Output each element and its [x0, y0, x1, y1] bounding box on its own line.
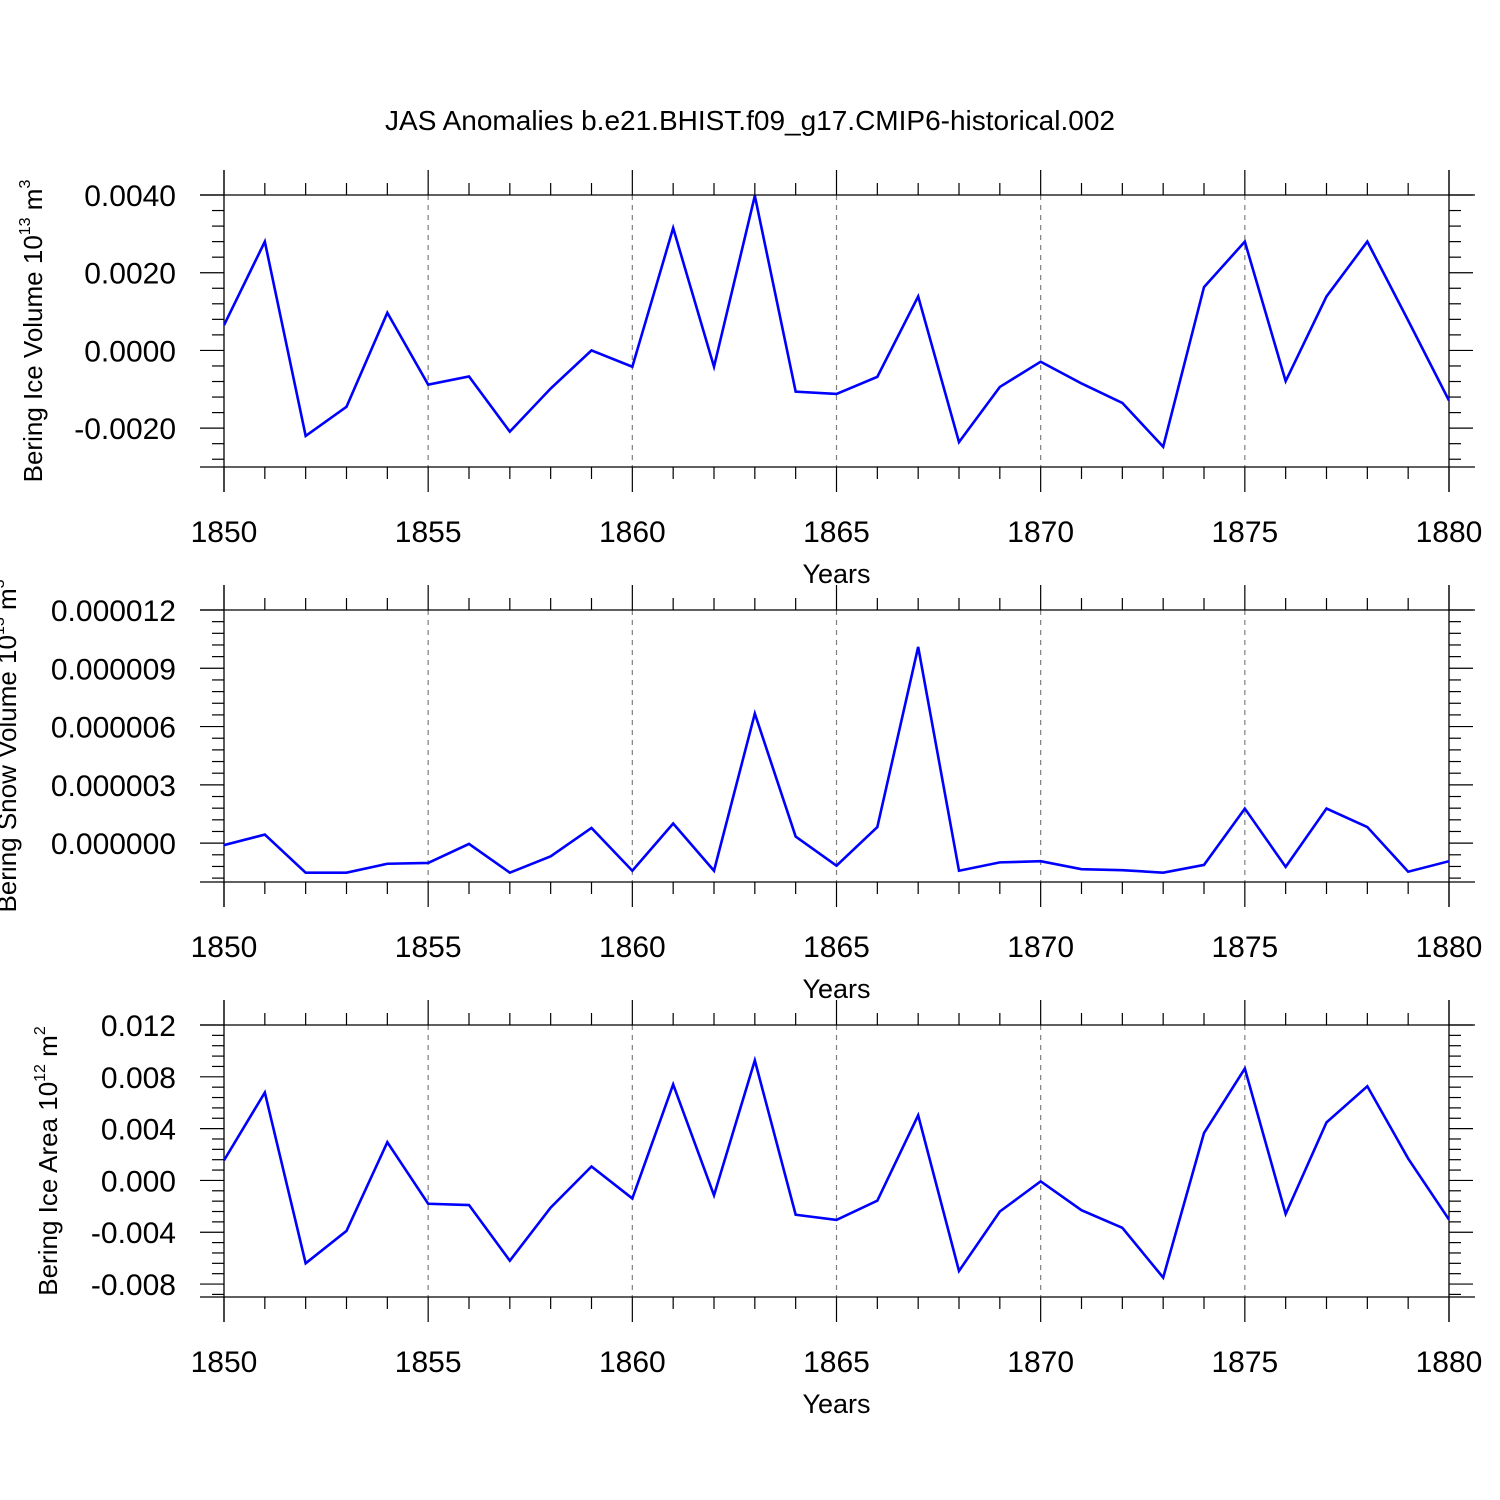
y-tick-label: 0.000 [101, 1165, 176, 1198]
x-tick-label: 1870 [1007, 1346, 1074, 1379]
y-axis-label: Bering Ice Area 1012 m2 [32, 1026, 63, 1296]
y-axis-label: Bering Ice Volume 1013 m3 [17, 180, 48, 483]
x-tick-label: 1855 [395, 931, 462, 964]
y-tick-label: 0.004 [101, 1114, 176, 1147]
y-tick-label: 0.012 [101, 1010, 176, 1043]
panels: -0.0020 0.0000 0.0020 0.0040 1850 1855 1860 186… [0, 170, 1482, 1419]
y-tick-label: 0.0000 [84, 335, 176, 368]
x-tick-label: 1860 [599, 1346, 666, 1379]
x-tick-label: 1865 [803, 516, 870, 549]
x-tick-label: 1870 [1007, 931, 1074, 964]
x-tick-label: 1880 [1416, 516, 1483, 549]
y-tick-label: 0.000000 [51, 828, 176, 861]
x-tick-label: 1880 [1416, 931, 1483, 964]
y-tick-label: -0.008 [91, 1269, 176, 1302]
x-tick-label: 1875 [1211, 1346, 1278, 1379]
y-tick-label: 0.000009 [51, 653, 176, 686]
x-tick-label: 1860 [599, 516, 666, 549]
x-axis-label: Years [802, 974, 870, 1004]
x-tick-label: 1870 [1007, 516, 1074, 549]
x-axis-label: Years [802, 559, 870, 589]
figure-title: JAS Anomalies b.e21.BHIST.f09_g17.CMIP6-… [385, 105, 1115, 136]
series-line [224, 646, 1449, 875]
x-tick-label: 1865 [803, 931, 870, 964]
x-tick-label: 1850 [191, 931, 258, 964]
x-tick-label: 1850 [191, 1346, 258, 1379]
y-tick-label: -0.0020 [74, 413, 176, 446]
x-tick-label: 1865 [803, 1346, 870, 1379]
x-tick-label: 1875 [1211, 931, 1278, 964]
x-tick-label: 1855 [395, 516, 462, 549]
y-tick-label: -0.004 [91, 1217, 176, 1250]
y-tick-label: 0.0020 [84, 258, 176, 291]
y-tick-label: 0.0040 [84, 180, 176, 213]
chart-panel-2: 0.000000 0.000003 0.000006 0.000009 0.000012… [0, 579, 1482, 1004]
x-tick-label: 1850 [191, 516, 258, 549]
series-line [224, 1055, 1449, 1281]
y-tick-label: 0.008 [101, 1062, 176, 1095]
y-tick-label: 0.000003 [51, 770, 176, 803]
series-line [224, 195, 1449, 450]
x-axis-label: Years [802, 1389, 870, 1419]
x-tick-label: 1875 [1211, 516, 1278, 549]
y-axis-label: Bering Snow Volume 1013 m3 [0, 579, 22, 912]
y-tick-label: 0.000012 [51, 595, 176, 628]
y-tick-label: 0.000006 [51, 712, 176, 745]
x-tick-label: 1860 [599, 931, 666, 964]
chart-panel-3: -0.008 -0.004 0.000 0.004 0.008 0.012 1850 1855… [32, 1000, 1482, 1419]
chart-panel-1: -0.0020 0.0000 0.0020 0.0040 1850 1855 1860 186… [17, 170, 1482, 589]
x-tick-label: 1880 [1416, 1346, 1483, 1379]
x-tick-label: 1855 [395, 1346, 462, 1379]
